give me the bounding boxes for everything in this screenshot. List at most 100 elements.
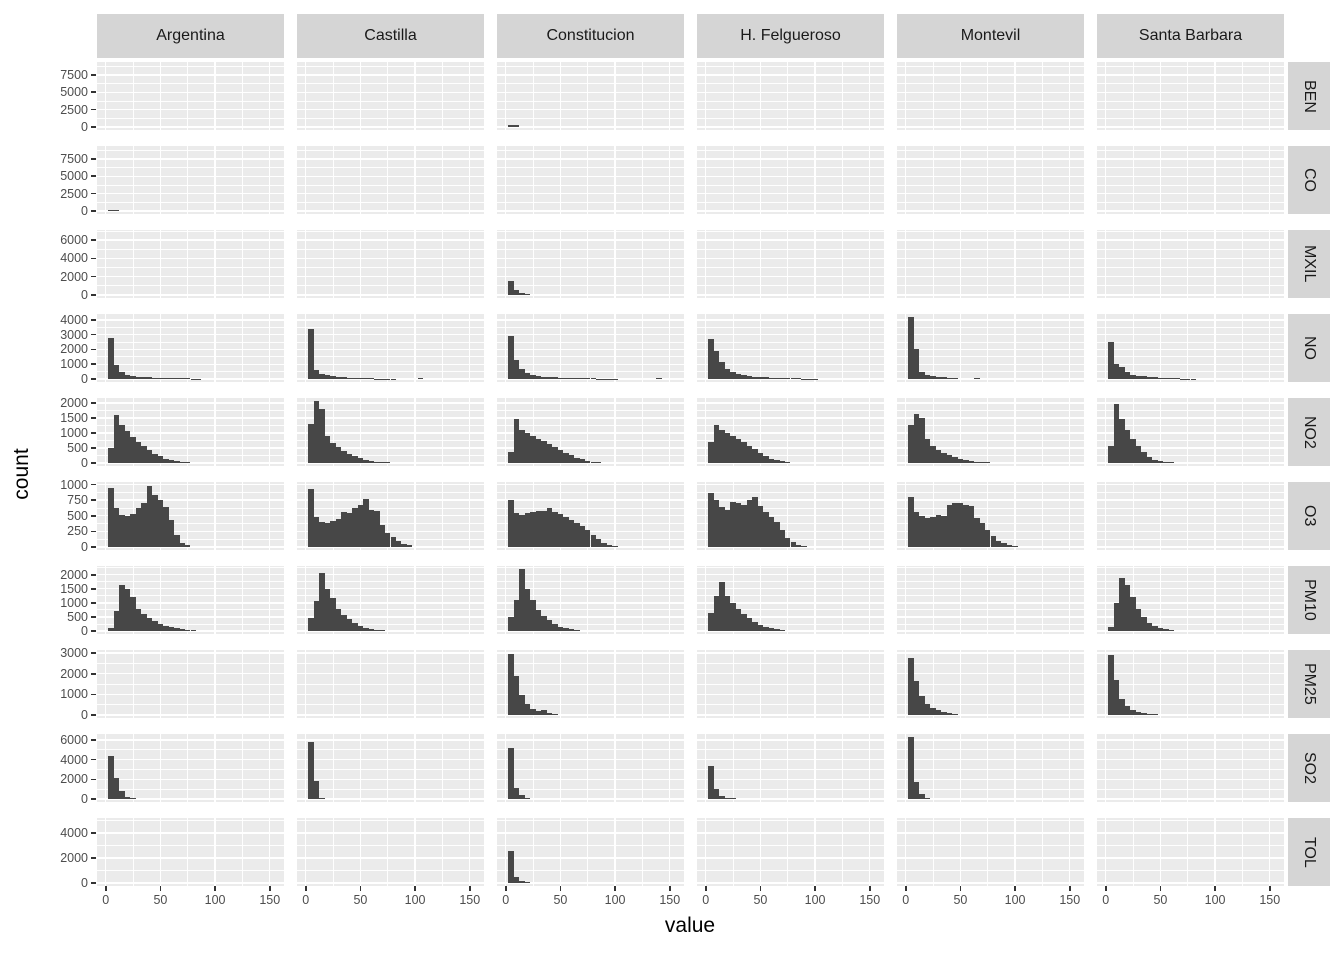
facet-panel bbox=[1097, 314, 1284, 382]
gridline-major-v bbox=[705, 566, 707, 634]
gridline-major-h bbox=[297, 499, 484, 501]
gridline-minor-h bbox=[297, 167, 484, 168]
gridline-major-h bbox=[497, 693, 684, 696]
gridline-minor-h bbox=[1097, 100, 1284, 102]
gridline-minor-v bbox=[442, 398, 443, 466]
histogram-bar bbox=[546, 620, 553, 631]
histogram-bar bbox=[508, 499, 514, 547]
gridline-minor-h bbox=[97, 507, 284, 509]
y-tick-mark bbox=[91, 672, 96, 675]
gridline-major-h bbox=[97, 546, 284, 548]
gridline-major-h bbox=[97, 348, 284, 351]
histogram-bar bbox=[519, 515, 525, 547]
gridline-minor-h bbox=[97, 167, 284, 168]
gridline-minor-v bbox=[1242, 314, 1243, 382]
gridline-minor-h bbox=[97, 424, 284, 426]
gridline-major-h bbox=[697, 882, 884, 884]
gridline-major-v bbox=[669, 566, 671, 634]
histogram-bar bbox=[352, 377, 358, 379]
y-tick-mark bbox=[91, 74, 96, 76]
gridline-minor-h bbox=[897, 845, 1084, 846]
facet-panel bbox=[1097, 62, 1284, 130]
facet-panel bbox=[1097, 146, 1284, 214]
gridline-major-v bbox=[214, 818, 216, 886]
gridline-minor-v bbox=[242, 62, 243, 130]
gridline-major-v bbox=[159, 398, 162, 466]
gridline-major-h bbox=[897, 257, 1084, 260]
histogram-bar bbox=[919, 515, 925, 547]
histogram-bar bbox=[1113, 404, 1120, 463]
gridline-minor-v bbox=[442, 230, 443, 298]
gridline-major-h bbox=[497, 294, 684, 296]
gridline-minor-h bbox=[97, 820, 284, 821]
histogram-bar bbox=[346, 453, 353, 463]
histogram-bar bbox=[313, 370, 320, 379]
histogram-bar bbox=[519, 369, 525, 379]
gridline-major-h bbox=[697, 499, 884, 501]
gridline-major-h bbox=[97, 483, 284, 486]
gridline-major-h bbox=[1097, 74, 1284, 76]
gridline-major-v bbox=[214, 62, 216, 130]
histogram-bar bbox=[735, 374, 742, 379]
gridline-major-v bbox=[305, 734, 307, 802]
histogram-bar bbox=[785, 378, 791, 379]
histogram-bar bbox=[968, 460, 975, 463]
y-tick-mark bbox=[91, 462, 96, 464]
gridline-minor-v bbox=[187, 146, 189, 214]
histogram-bar bbox=[308, 488, 314, 547]
histogram-bar bbox=[1108, 342, 1114, 379]
gridline-minor-h bbox=[897, 581, 1084, 583]
y-tick-mark bbox=[91, 432, 96, 434]
gridline-major-v bbox=[305, 482, 307, 550]
gridline-minor-h bbox=[297, 201, 484, 203]
gridline-major-h bbox=[297, 832, 484, 834]
histogram-bar bbox=[152, 621, 158, 631]
facet-panel bbox=[1097, 650, 1284, 718]
gridline-minor-h bbox=[697, 567, 884, 569]
x-tick-label: 50 bbox=[753, 893, 768, 907]
gridline-major-h bbox=[897, 588, 1084, 590]
gridline-minor-h bbox=[697, 623, 884, 625]
gridline-minor-v bbox=[442, 482, 443, 550]
gridline-major-h bbox=[697, 616, 884, 618]
gridline-major-v bbox=[1269, 650, 1271, 718]
histogram-bar bbox=[913, 414, 920, 463]
gridline-minor-v bbox=[187, 566, 189, 634]
gridline-major-h bbox=[497, 402, 684, 404]
gridline-minor-v bbox=[242, 734, 243, 802]
gridline-major-v bbox=[105, 566, 107, 634]
histogram-bar bbox=[330, 521, 336, 547]
y-tick-label: 0 bbox=[81, 456, 88, 470]
gridline-major-h bbox=[1097, 417, 1284, 419]
gridline-minor-v bbox=[132, 62, 134, 130]
histogram-bar bbox=[1146, 713, 1153, 715]
gridline-major-h bbox=[697, 432, 884, 434]
facet-row-strip: BEN bbox=[1288, 62, 1330, 130]
histogram-bar bbox=[1141, 452, 1147, 463]
histogram-bar bbox=[174, 628, 180, 631]
facet-row-strip: TOL bbox=[1288, 818, 1330, 886]
gridline-minor-h bbox=[97, 663, 284, 664]
facet-panel bbox=[697, 230, 884, 298]
histogram-bar bbox=[174, 535, 180, 547]
histogram-bar bbox=[930, 376, 936, 379]
gridline-minor-h bbox=[497, 769, 684, 770]
gridline-minor-v bbox=[532, 818, 534, 886]
gridline-minor-v bbox=[1242, 146, 1243, 214]
histogram-bar bbox=[979, 462, 986, 463]
histogram-bar bbox=[941, 377, 947, 379]
histogram-bar bbox=[113, 209, 120, 211]
facet-row-label: O3 bbox=[1301, 505, 1318, 527]
gridline-major-h bbox=[1097, 739, 1284, 741]
gridline-major-v bbox=[1014, 650, 1016, 718]
histogram-bar bbox=[508, 451, 514, 463]
histogram-bar bbox=[535, 711, 542, 715]
histogram-bar bbox=[946, 504, 953, 547]
gridline-major-h bbox=[897, 319, 1084, 321]
facet-panel bbox=[897, 314, 1084, 382]
gridline-major-h bbox=[897, 739, 1084, 741]
histogram-bar bbox=[1146, 376, 1153, 379]
histogram-bar bbox=[546, 712, 553, 715]
histogram-bar bbox=[546, 444, 553, 463]
histogram-bar bbox=[1119, 367, 1125, 379]
